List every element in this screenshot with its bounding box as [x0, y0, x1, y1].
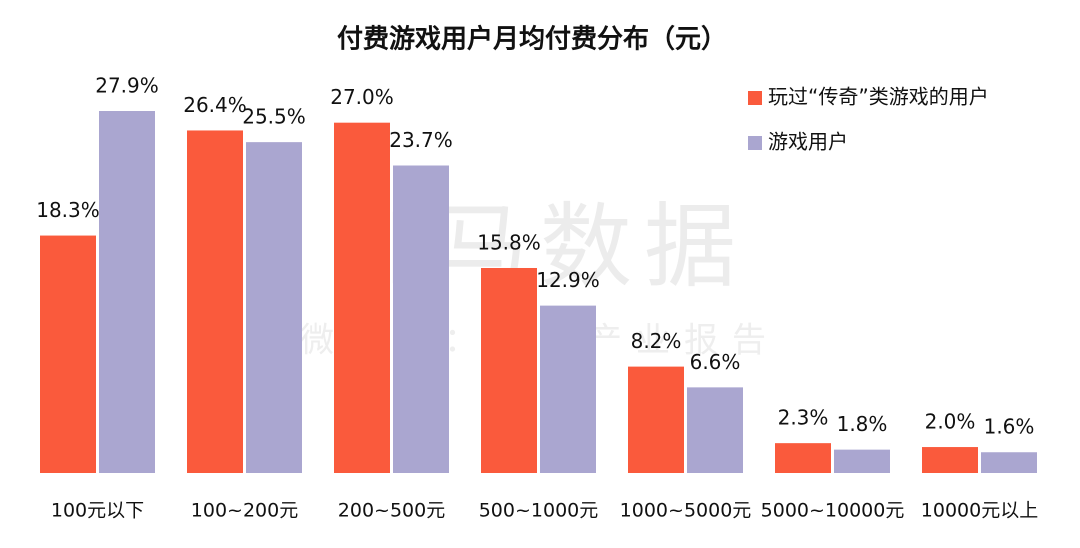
value-label: 18.3%	[36, 198, 100, 222]
chart-title: 付费游戏用户月均付费分布（元）	[337, 24, 727, 55]
bar	[775, 443, 831, 473]
value-label: 12.9%	[536, 268, 600, 292]
value-label: 2.0%	[925, 410, 976, 434]
value-label: 2.3%	[778, 406, 829, 430]
value-label: 6.6%	[690, 350, 741, 374]
legend-label: 游戏用户	[768, 130, 848, 154]
value-label: 27.9%	[95, 74, 159, 98]
x-tick-label: 200~500元	[338, 500, 445, 522]
bar	[99, 111, 155, 473]
bar	[922, 447, 978, 473]
value-label: 8.2%	[631, 329, 682, 353]
x-tick-label: 100~200元	[191, 500, 298, 522]
bar	[540, 305, 596, 473]
value-label: 1.6%	[984, 415, 1035, 439]
bar	[187, 130, 243, 473]
legend-label: 玩过“传奇”类游戏的用户	[768, 85, 989, 109]
x-tick-label: 1000~5000元	[620, 500, 752, 522]
x-tick-label: 500~1000元	[479, 500, 599, 522]
value-label: 23.7%	[389, 128, 453, 152]
legend-swatch	[748, 136, 762, 150]
bar	[628, 366, 684, 473]
x-tick-label: 100元以下	[51, 500, 144, 522]
bar	[481, 267, 537, 473]
bar	[334, 122, 390, 473]
x-tick-label: 5000~10000元	[761, 500, 905, 522]
value-label: 15.8%	[477, 230, 541, 254]
value-label: 25.5%	[242, 105, 306, 129]
value-label: 1.8%	[837, 412, 888, 436]
bar	[834, 449, 890, 473]
bar	[981, 452, 1037, 473]
legend-swatch	[748, 91, 762, 105]
bar	[393, 165, 449, 473]
x-tick-label: 10000元以上	[921, 500, 1038, 522]
value-label: 26.4%	[183, 93, 247, 117]
bar	[687, 387, 743, 473]
bar	[246, 142, 302, 474]
bar	[40, 235, 96, 473]
value-label: 27.0%	[330, 85, 394, 109]
